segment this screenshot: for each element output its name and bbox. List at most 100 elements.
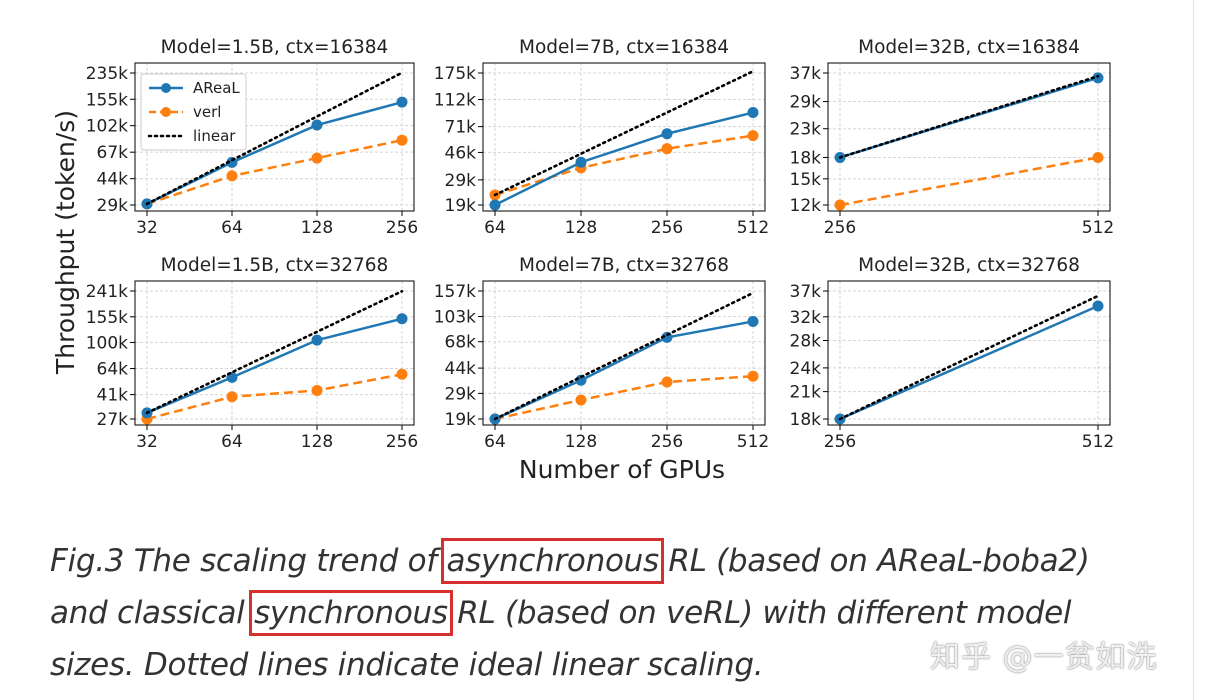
xtick-label: 128 xyxy=(565,432,597,452)
ytick-label: 27k xyxy=(97,410,129,430)
ytick-label: 37k xyxy=(790,282,822,302)
xtick-label: 64 xyxy=(484,218,506,238)
series-line-linear xyxy=(145,71,404,206)
ytick-label: 29k xyxy=(445,171,477,191)
data-point-verl xyxy=(834,199,846,211)
series-line-linear xyxy=(145,289,404,415)
series-line-areal xyxy=(839,304,1099,421)
caption-highlight-synchronous: synchronous xyxy=(249,590,453,636)
caption-text-3: RL (based on veRL) with different model … xyxy=(50,595,1072,683)
legend-marker-areal xyxy=(161,83,171,93)
xtick-label: 64 xyxy=(484,432,506,452)
figure-caption: Fig.3 The scaling trend of asynchronous … xyxy=(50,535,1150,691)
panel-1: 29k 44k 67k 102k 155k 235k 32 64 128 256 Model=1.5… xyxy=(86,37,419,238)
series-line-areal xyxy=(494,320,754,421)
ytick-label: 112k xyxy=(434,91,476,111)
ytick-label: 44k xyxy=(97,170,129,190)
xtick-label: 512 xyxy=(1082,432,1114,452)
ytick-label: 29k xyxy=(790,93,822,113)
ytick-label: 175k xyxy=(434,64,476,84)
data-point-verl xyxy=(575,394,587,406)
data-point-verl xyxy=(747,370,759,382)
ytick-label: 67k xyxy=(97,143,129,163)
plot-frame xyxy=(827,62,1111,212)
legend-marker-verl xyxy=(161,107,171,117)
series-line-verl xyxy=(146,138,403,206)
ytick-label: 24k xyxy=(790,359,822,379)
series-line-linear xyxy=(493,291,755,421)
ytick-label: 12k xyxy=(790,196,822,216)
xtick-label: 256 xyxy=(824,432,856,452)
ytick-label: 68k xyxy=(445,333,477,353)
data-point-areal xyxy=(661,128,673,140)
data-point-areal xyxy=(311,334,323,346)
panel-5: 19k 29k 44k 68k 103k 157k 64 128 256 512 Model=7B,… xyxy=(434,255,770,452)
y-axis-label: Throughput (token/s) xyxy=(51,110,80,375)
watermark: 知乎 @一贫如洗 xyxy=(930,640,1158,675)
plot-frame xyxy=(134,62,415,212)
data-point-verl xyxy=(226,391,238,403)
series-line-verl xyxy=(494,374,754,421)
ytick-label: 157k xyxy=(434,282,476,302)
legend-label-verl: verl xyxy=(193,103,221,121)
data-point-areal xyxy=(1092,72,1104,84)
caption-text-1: Fig.3 The scaling trend of xyxy=(50,543,447,579)
panel-2: 19k 29k 46k 71k 112k 175k 64 128 256 512 Model=7B,… xyxy=(434,37,770,238)
ytick-label: 18k xyxy=(790,148,822,168)
xtick-label: 128 xyxy=(301,218,333,238)
data-point-verl xyxy=(311,152,323,164)
ytick-label: 32k xyxy=(790,308,822,328)
ytick-label: 29k xyxy=(97,196,129,216)
ytick-label: 21k xyxy=(790,383,822,403)
ytick-label: 64k xyxy=(97,360,129,380)
legend-frame xyxy=(140,73,247,151)
panel-6: 18k 21k 24k 28k 32k 37k 256 512 Model=32B, ctx=3… xyxy=(790,255,1115,452)
xtick-label: 256 xyxy=(651,432,683,452)
xtick-label: 512 xyxy=(737,218,769,238)
ytick-label: 28k xyxy=(790,332,822,352)
panel-title: Model=32B, ctx=32768 xyxy=(858,255,1080,276)
data-point-areal xyxy=(489,199,501,211)
data-point-areal xyxy=(747,315,759,327)
series-line-linear xyxy=(838,294,1100,421)
ytick-label: 155k xyxy=(86,90,128,110)
data-point-areal xyxy=(747,107,759,119)
panel-title: Model=7B, ctx=32768 xyxy=(519,255,729,276)
ytick-label: 102k xyxy=(86,117,128,137)
figure-canvas: Throughput (token/s) Number of GPUs 29k 4… xyxy=(51,37,1115,484)
panel-title: Model=7B, ctx=16384 xyxy=(519,37,729,58)
ytick-label: 44k xyxy=(445,359,477,379)
ytick-label: 241k xyxy=(86,282,128,302)
data-point-verl xyxy=(226,170,238,182)
legend-label-linear: linear xyxy=(193,127,236,145)
xtick-label: 512 xyxy=(1082,218,1114,238)
series-line-areal xyxy=(146,317,403,414)
caption-text-2: RL (based on AReaL-boba2) and classical xyxy=(50,543,1090,631)
ytick-label: 29k xyxy=(445,384,477,404)
ytick-label: 18k xyxy=(790,410,822,430)
data-point-verl xyxy=(396,368,408,380)
series-line-linear xyxy=(838,74,1100,159)
ytick-label: 71k xyxy=(445,118,477,138)
caption-highlight-asynchronous: asynchronous xyxy=(441,538,664,584)
page-divider xyxy=(1193,0,1194,700)
panel-title: Model=1.5B, ctx=32768 xyxy=(161,255,389,276)
panel-title: Model=32B, ctx=16384 xyxy=(858,37,1080,58)
panel-title: Model=1.5B, ctx=16384 xyxy=(161,37,389,58)
panel-4: 27k 41k 64k 100k 155k 241k 32 64 128 256 Model=1.5… xyxy=(86,255,419,452)
data-point-areal xyxy=(311,119,323,131)
data-point-verl xyxy=(661,143,673,155)
data-point-verl xyxy=(311,384,323,396)
ytick-label: 41k xyxy=(97,386,129,406)
plot-frame xyxy=(827,280,1111,426)
data-point-verl xyxy=(747,130,759,142)
series-line-linear xyxy=(493,70,755,197)
legend-label-areal: AReaL xyxy=(193,79,240,97)
xtick-label: 256 xyxy=(651,218,683,238)
series-line-verl xyxy=(839,156,1099,207)
plot-frame xyxy=(482,62,766,212)
series-line-verl xyxy=(146,373,403,421)
ytick-label: 37k xyxy=(790,64,822,84)
plot-frame xyxy=(482,280,766,426)
ytick-label: 19k xyxy=(445,410,477,430)
